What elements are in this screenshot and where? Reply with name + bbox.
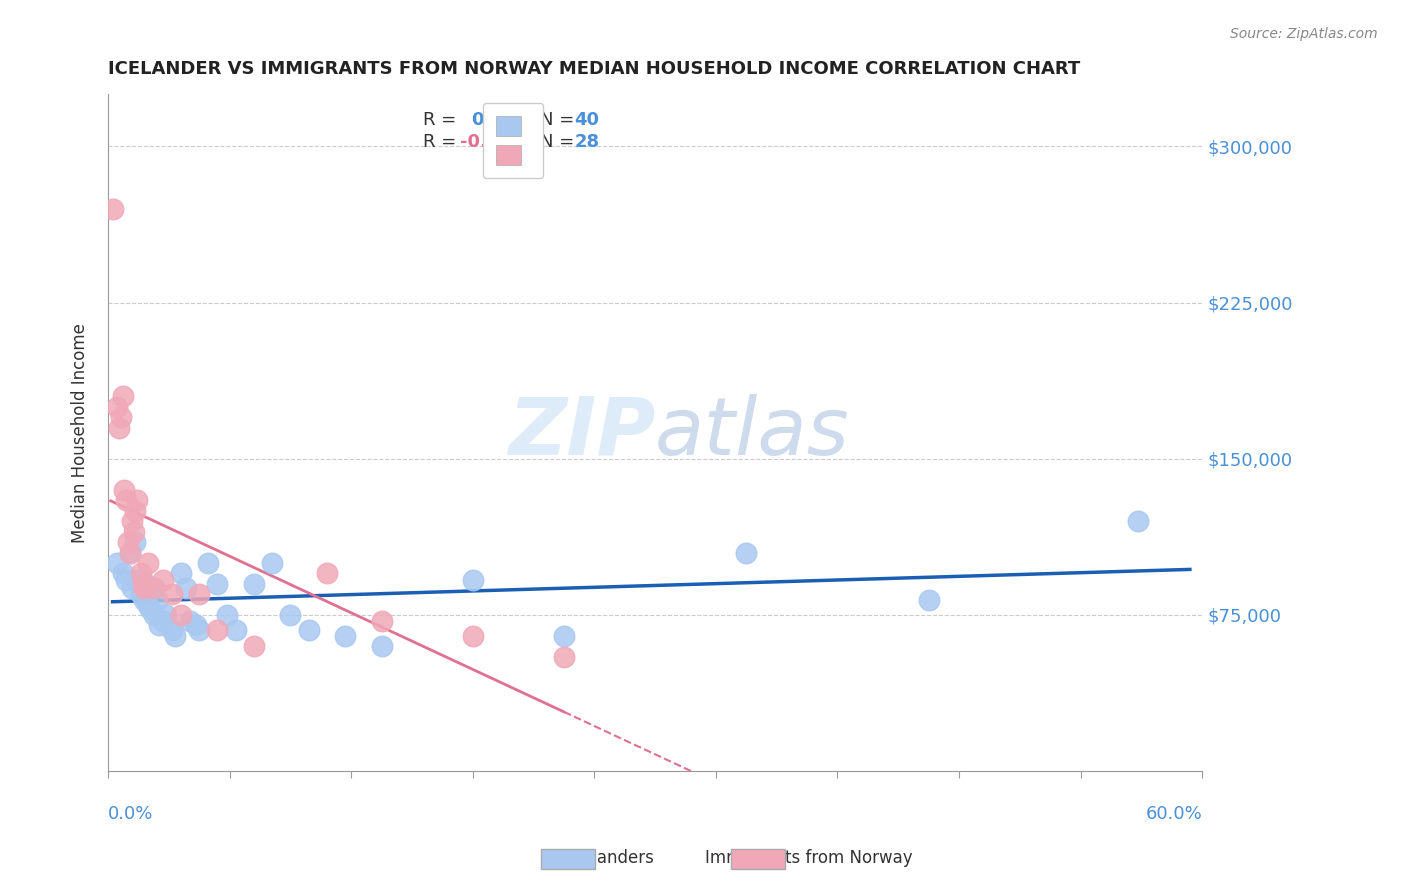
Point xyxy=(127,573,149,587)
Text: 28: 28 xyxy=(574,133,599,151)
Point xyxy=(124,535,146,549)
Point xyxy=(370,614,392,628)
Point xyxy=(315,566,337,581)
Point xyxy=(111,566,134,581)
Point xyxy=(735,545,758,559)
Point xyxy=(297,623,319,637)
Point xyxy=(134,593,156,607)
Text: Source: ZipAtlas.com: Source: ZipAtlas.com xyxy=(1230,27,1378,41)
Point xyxy=(134,581,156,595)
Point xyxy=(152,614,174,628)
Point xyxy=(112,483,135,497)
Point xyxy=(105,400,128,414)
Point xyxy=(917,593,939,607)
Point xyxy=(139,601,162,615)
Point xyxy=(165,629,187,643)
Point xyxy=(553,629,575,643)
Point xyxy=(1128,514,1150,528)
Text: 0.015: 0.015 xyxy=(471,112,529,129)
Point xyxy=(553,649,575,664)
Point xyxy=(136,598,159,612)
Point xyxy=(333,629,356,643)
Point xyxy=(121,514,143,528)
Point xyxy=(127,493,149,508)
Point xyxy=(121,581,143,595)
Point xyxy=(136,556,159,570)
Text: Immigrants from Norway: Immigrants from Norway xyxy=(704,849,912,867)
Y-axis label: Median Household Income: Median Household Income xyxy=(72,323,89,542)
Point xyxy=(146,593,169,607)
Point xyxy=(207,623,229,637)
Point xyxy=(115,493,138,508)
Text: N =: N = xyxy=(540,133,581,151)
Point xyxy=(179,614,201,628)
Text: 60.0%: 60.0% xyxy=(1146,805,1202,823)
Point xyxy=(188,587,211,601)
Point xyxy=(184,618,207,632)
Legend: , : , xyxy=(482,103,543,178)
Point xyxy=(103,202,125,216)
Text: -0.196: -0.196 xyxy=(460,133,524,151)
Point xyxy=(461,629,484,643)
Text: R =: R = xyxy=(423,133,463,151)
Point xyxy=(160,587,183,601)
Point xyxy=(170,607,193,622)
Point xyxy=(129,587,152,601)
Point xyxy=(105,556,128,570)
Point xyxy=(124,504,146,518)
Text: 40: 40 xyxy=(574,112,599,129)
Text: N =: N = xyxy=(540,112,581,129)
Text: R =: R = xyxy=(423,112,468,129)
Point xyxy=(152,573,174,587)
Point xyxy=(461,573,484,587)
Point xyxy=(131,576,153,591)
Point xyxy=(197,556,219,570)
Point xyxy=(262,556,284,570)
Text: atlas: atlas xyxy=(655,393,849,472)
Point xyxy=(142,581,165,595)
Point xyxy=(155,607,177,622)
Point xyxy=(148,618,170,632)
Point xyxy=(280,607,302,622)
Point xyxy=(243,639,266,653)
Text: Icelanders: Icelanders xyxy=(568,849,655,867)
Point xyxy=(118,545,141,559)
Point xyxy=(225,623,247,637)
Point xyxy=(115,573,138,587)
Point xyxy=(117,535,139,549)
Point xyxy=(142,607,165,622)
Point xyxy=(118,545,141,559)
Point xyxy=(215,607,238,622)
Point xyxy=(110,410,132,425)
Text: ICELANDER VS IMMIGRANTS FROM NORWAY MEDIAN HOUSEHOLD INCOME CORRELATION CHART: ICELANDER VS IMMIGRANTS FROM NORWAY MEDI… xyxy=(108,60,1080,78)
Point xyxy=(160,623,183,637)
Point xyxy=(135,576,157,591)
Text: ZIP: ZIP xyxy=(508,393,655,472)
Point xyxy=(111,389,134,403)
Point xyxy=(108,420,131,434)
Point xyxy=(170,566,193,581)
Point xyxy=(207,576,229,591)
Text: 0.0%: 0.0% xyxy=(108,805,153,823)
Point xyxy=(188,623,211,637)
Point xyxy=(142,581,165,595)
Point xyxy=(370,639,392,653)
Point xyxy=(176,581,198,595)
Point xyxy=(243,576,266,591)
Point xyxy=(122,524,145,539)
Point xyxy=(129,566,152,581)
